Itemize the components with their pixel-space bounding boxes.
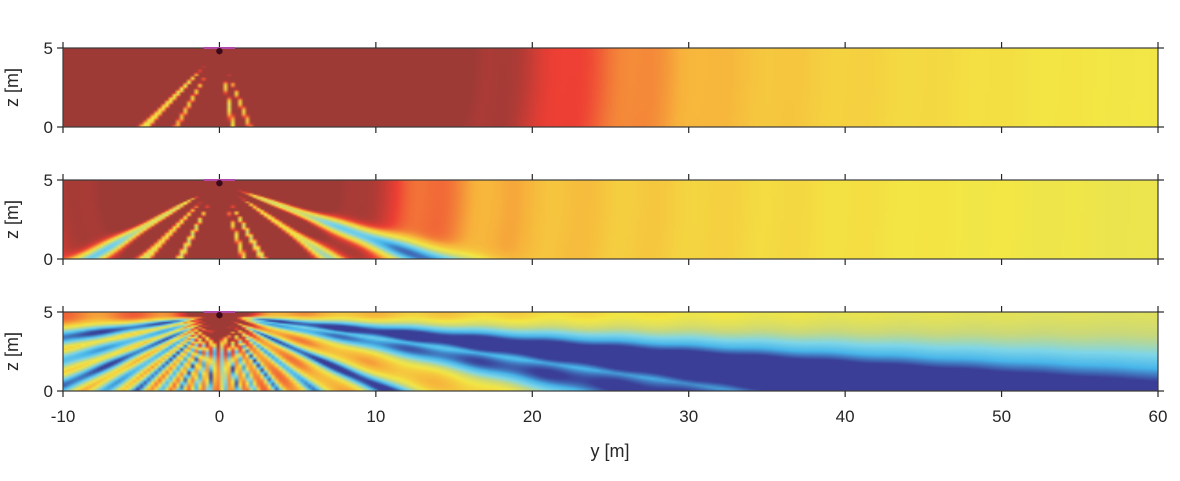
panel-1: 0 5 z [m] <box>2 39 1164 137</box>
z-tick-label: 0 <box>44 118 53 137</box>
x-axis-label: y [m] <box>591 441 630 461</box>
plot-frame <box>62 311 1159 392</box>
z-tick-label: 0 <box>44 382 53 401</box>
x-tick-label: 60 <box>1149 407 1168 426</box>
field-heatmap <box>63 48 1158 127</box>
x-tick-label: 0 <box>215 407 224 426</box>
z-tick-label: 5 <box>44 171 53 190</box>
plot-frame <box>62 179 1159 260</box>
source-marker <box>216 311 223 319</box>
source-marker <box>216 179 223 187</box>
panel-2: 0 5 z [m] <box>2 171 1164 269</box>
x-tick-label: 10 <box>366 407 385 426</box>
x-tick-label: 20 <box>523 407 542 426</box>
x-tick-label: 40 <box>836 407 855 426</box>
x-tick-label: 30 <box>679 407 698 426</box>
field-heatmap <box>63 180 1158 259</box>
panel-3: -10 0 10 20 30 40 50 60 0 5 z [m] <box>2 303 1167 426</box>
x-tick-label: 50 <box>992 407 1011 426</box>
source-marker <box>216 47 223 55</box>
x-tick-label: -10 <box>51 407 76 426</box>
plot-frame <box>62 47 1159 128</box>
z-axis-label: z [m] <box>2 200 22 239</box>
z-axis-label: z [m] <box>2 332 22 371</box>
field-heatmap <box>63 312 1158 391</box>
z-axis-label: z [m] <box>2 68 22 107</box>
panels: 0 5 z [m] 0 5 z [m] -10 0 10 20 30 40 50 60 0 5 z [m] <box>2 39 1167 426</box>
z-tick-label: 0 <box>44 250 53 269</box>
z-tick-label: 5 <box>44 39 53 58</box>
z-tick-label: 5 <box>44 303 53 322</box>
